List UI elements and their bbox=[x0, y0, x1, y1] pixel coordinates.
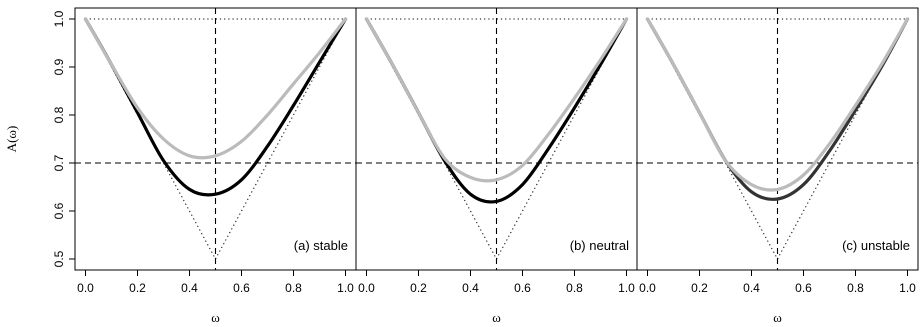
y-tick-label: 0.6 bbox=[52, 202, 66, 219]
x-tick-label: 0.8 bbox=[847, 281, 864, 295]
x-tick-label: 0.4 bbox=[181, 281, 198, 295]
y-tick-label: 0.8 bbox=[52, 106, 66, 123]
x-tick-label: 0.6 bbox=[514, 281, 531, 295]
x-tick-label: 0.2 bbox=[410, 281, 427, 295]
x-tick-label: 0.0 bbox=[77, 281, 94, 295]
y-axis-title: A(ω) bbox=[4, 126, 19, 153]
y-tick-label: 1.0 bbox=[52, 10, 66, 27]
x-axis-title: ω bbox=[211, 310, 220, 325]
x-axis-title: ω bbox=[492, 310, 501, 325]
x-tick-label: 0.4 bbox=[462, 281, 479, 295]
x-tick-label: 0.0 bbox=[358, 281, 375, 295]
y-tick-label: 0.7 bbox=[52, 154, 66, 171]
y-tick-label: 0.9 bbox=[52, 58, 66, 75]
x-tick-label: 0.8 bbox=[566, 281, 583, 295]
x-tick-label: 1.0 bbox=[618, 281, 635, 295]
panel-label: (b) neutral bbox=[570, 238, 629, 253]
x-tick-label: 0.6 bbox=[233, 281, 250, 295]
panel-frame bbox=[636, 7, 919, 271]
x-tick-label: 1.0 bbox=[899, 281, 916, 295]
x-tick-label: 0.2 bbox=[129, 281, 146, 295]
panel-2-series-2-line bbox=[364, 17, 629, 183]
panel-label: (a) stable bbox=[294, 238, 348, 253]
x-tick-label: 0.6 bbox=[795, 281, 812, 295]
x-tick-label: 0.8 bbox=[285, 281, 302, 295]
panel-3-series-2-line bbox=[645, 17, 910, 192]
panel-label: (c) unstable bbox=[842, 238, 910, 253]
panel-1-series-2-line bbox=[83, 17, 348, 160]
x-tick-label: 0.4 bbox=[743, 281, 760, 295]
x-axis-title: ω bbox=[773, 310, 782, 325]
x-tick-label: 0.0 bbox=[639, 281, 656, 295]
y-tick-label: 0.5 bbox=[52, 250, 66, 267]
x-tick-label: 0.2 bbox=[691, 281, 708, 295]
x-tick-label: 1.0 bbox=[337, 281, 354, 295]
